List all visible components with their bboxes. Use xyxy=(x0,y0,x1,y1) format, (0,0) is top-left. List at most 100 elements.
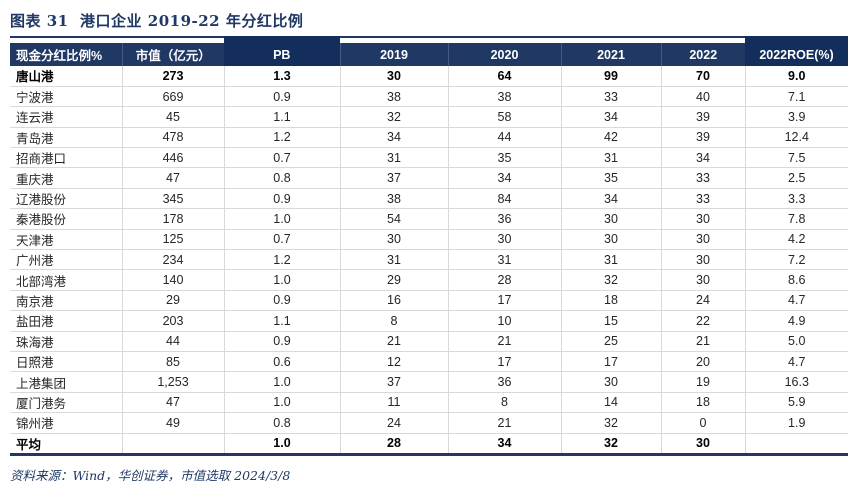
value-cell: 30 xyxy=(560,228,662,251)
value-cell: 4.9 xyxy=(744,310,848,332)
value-cell: 45 xyxy=(121,106,225,128)
value-cell: 33 xyxy=(660,187,746,210)
value-cell: 273 xyxy=(121,66,225,87)
table-row: 南京港 29 0.9 16 17 18 24 4.7 xyxy=(10,289,848,312)
value-cell: 84 xyxy=(447,187,562,210)
value-cell: 28 xyxy=(339,432,449,454)
value-cell: 24 xyxy=(339,412,449,434)
table-header: 现金分红比例% 市值（亿元） PB 2019 2020 2021 2022 20… xyxy=(10,36,848,66)
value-cell: 34 xyxy=(447,432,562,454)
value-cell xyxy=(121,432,225,454)
value-cell: 345 xyxy=(121,187,225,210)
value-cell: 34 xyxy=(339,126,449,149)
value-cell: 47 xyxy=(121,391,225,414)
value-cell: 34 xyxy=(447,167,562,189)
value-cell: 39 xyxy=(660,126,746,149)
table-row: 连云港 45 1.1 32 58 34 39 3.9 xyxy=(10,106,848,128)
table-row: 秦港股份 178 1.0 54 36 30 30 7.8 xyxy=(10,208,848,230)
table-row: 招商港口 446 0.7 31 35 31 34 7.5 xyxy=(10,147,848,169)
value-cell: 17 xyxy=(447,289,562,312)
company-name-cell: 珠海港 xyxy=(10,330,123,352)
value-cell: 4.7 xyxy=(744,289,848,312)
value-cell: 0.9 xyxy=(223,330,341,352)
value-cell: 1.0 xyxy=(223,371,341,393)
value-cell: 29 xyxy=(339,269,449,291)
value-cell: 8 xyxy=(339,310,449,332)
value-cell: 36 xyxy=(447,208,562,230)
value-cell: 16.3 xyxy=(744,371,848,393)
value-cell: 24 xyxy=(660,289,746,312)
header-row: 现金分红比例% 市值（亿元） PB 2019 2020 2021 2022 20… xyxy=(10,36,848,66)
value-cell: 1.9 xyxy=(744,412,848,434)
value-cell: 58 xyxy=(447,106,562,128)
table-row: 唐山港 273 1.3 30 64 99 70 9.0 xyxy=(10,66,848,87)
company-name-cell: 上港集团 xyxy=(10,371,123,393)
company-name-cell: 盐田港 xyxy=(10,310,123,332)
value-cell: 99 xyxy=(560,66,662,87)
company-name-cell: 锦州港 xyxy=(10,412,123,434)
value-cell: 478 xyxy=(121,126,225,149)
table-row: 日照港 85 0.6 12 17 17 20 4.7 xyxy=(10,350,848,373)
table-row: 上港集团 1,253 1.0 37 36 30 19 16.3 xyxy=(10,371,848,393)
value-cell: 0.9 xyxy=(223,187,341,210)
company-name-cell: 秦港股份 xyxy=(10,208,123,230)
value-cell: 446 xyxy=(121,147,225,169)
value-cell: 4.2 xyxy=(744,228,848,251)
title-underline xyxy=(10,36,848,38)
value-cell: 14 xyxy=(560,391,662,414)
value-cell: 1.3 xyxy=(223,66,341,87)
value-cell: 25 xyxy=(560,330,662,352)
value-cell: 10 xyxy=(447,310,562,332)
value-cell: 7.5 xyxy=(744,147,848,169)
value-cell: 44 xyxy=(121,330,225,352)
value-cell: 0.6 xyxy=(223,350,341,373)
value-cell: 0.7 xyxy=(223,228,341,251)
value-cell: 0.8 xyxy=(223,412,341,434)
value-cell: 30 xyxy=(660,269,746,291)
value-cell: 3.3 xyxy=(744,187,848,210)
value-cell: 7.8 xyxy=(744,208,848,230)
value-cell: 31 xyxy=(447,249,562,271)
figure-title: 图表 31 港口企业 2019-22 年分红比例 xyxy=(10,12,304,30)
table-row: 北部湾港 140 1.0 29 28 32 30 8.6 xyxy=(10,269,848,291)
value-cell: 32 xyxy=(560,269,662,291)
value-cell: 35 xyxy=(560,167,662,189)
value-cell: 9.0 xyxy=(744,66,848,87)
table-row: 重庆港 47 0.8 37 34 35 33 2.5 xyxy=(10,167,848,189)
value-cell: 39 xyxy=(660,106,746,128)
value-cell: 20 xyxy=(660,350,746,373)
value-cell: 34 xyxy=(660,147,746,169)
value-cell: 12 xyxy=(339,350,449,373)
value-cell: 234 xyxy=(121,249,225,271)
value-cell: 64 xyxy=(447,66,562,87)
value-cell: 0.8 xyxy=(223,167,341,189)
table-row: 天津港 125 0.7 30 30 30 30 4.2 xyxy=(10,228,848,251)
value-cell: 49 xyxy=(121,412,225,434)
value-cell: 0.9 xyxy=(223,85,341,108)
value-cell: 11 xyxy=(339,391,449,414)
value-cell: 30 xyxy=(560,371,662,393)
value-cell: 38 xyxy=(447,85,562,108)
value-cell: 18 xyxy=(660,391,746,414)
value-cell: 30 xyxy=(660,208,746,230)
table-row: 辽港股份 345 0.9 38 84 34 33 3.3 xyxy=(10,187,848,210)
value-cell: 4.7 xyxy=(744,350,848,373)
table-row: 平均 1.0 28 34 32 30 xyxy=(10,432,848,454)
value-cell: 28 xyxy=(447,269,562,291)
value-cell: 3.9 xyxy=(744,106,848,128)
table-body: 唐山港 273 1.3 30 64 99 70 9.0 宁波港 669 0.9 38 38 33 40 7.1… xyxy=(10,66,848,454)
value-cell: 1.0 xyxy=(223,432,341,454)
value-cell: 1.1 xyxy=(223,106,341,128)
table-row: 锦州港 49 0.8 24 21 32 0 1.9 xyxy=(10,412,848,434)
column-header-2020: 2020 xyxy=(447,43,561,66)
value-cell: 40 xyxy=(660,85,746,108)
source-note: 资料来源：Wind，华创证券，市值选取 2024/3/8 xyxy=(10,468,291,484)
company-name-cell: 青岛港 xyxy=(10,126,123,149)
value-cell: 1.0 xyxy=(223,269,341,291)
value-cell: 1.2 xyxy=(223,126,341,149)
value-cell: 44 xyxy=(447,126,562,149)
value-cell: 22 xyxy=(660,310,746,332)
value-cell: 1,253 xyxy=(121,371,225,393)
value-cell: 30 xyxy=(660,228,746,251)
value-cell: 5.0 xyxy=(744,330,848,352)
